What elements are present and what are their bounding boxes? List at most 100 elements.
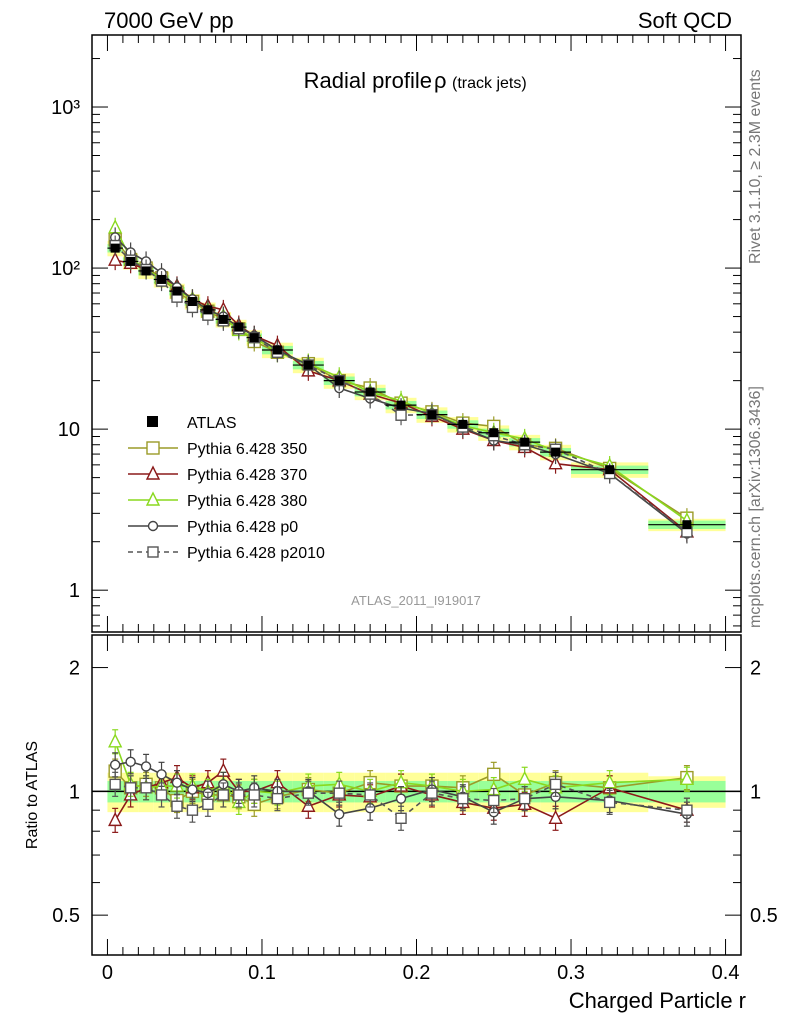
atlas-data-layer	[107, 243, 726, 530]
y-tick-label-ratio: 0.5	[52, 905, 80, 927]
x-tick-label: 0	[102, 962, 113, 984]
x-tick-label: 0.1	[248, 962, 276, 984]
legend-label: Pythia 6.428 p0	[187, 519, 298, 536]
series-point-ratio	[549, 778, 562, 791]
series-point-ratio	[364, 789, 376, 801]
atlas-point	[520, 437, 530, 447]
legend-marker	[147, 546, 159, 558]
atlas-point	[365, 387, 375, 397]
legend-label: Pythia 6.428 370	[187, 467, 307, 484]
side-label-mcplots: mcplots.cern.ch [arXiv:1306.3436]	[747, 386, 764, 628]
chart-title-symbol: ρ	[434, 68, 447, 93]
series-point-main	[108, 251, 123, 266]
atlas-point	[396, 400, 406, 410]
legend: ATLAS Pythia 6.428 350 Pythia 6.428 370 Pyt…	[128, 415, 325, 562]
main-panel-frame	[91, 34, 742, 633]
series-point-ratio	[109, 759, 121, 771]
atlas-point	[458, 419, 468, 429]
series-point-ratio	[333, 787, 345, 799]
series-line-main	[114, 244, 688, 533]
series-point-ratio	[171, 777, 183, 788]
series-point-ratio	[426, 787, 438, 799]
legend-marker-atlas	[147, 416, 158, 427]
header-right-label: Soft QCD	[637, 8, 732, 33]
atlas-point	[203, 305, 213, 315]
series-point-ratio	[187, 784, 198, 795]
atlas-point	[218, 314, 228, 324]
series-point-ratio	[395, 812, 407, 824]
legend-label: Pythia 6.428 p2010	[187, 545, 325, 562]
series-point-ratio	[217, 789, 230, 801]
side-label-rivet: Rivet 3.1.10, ≥ 2.3M events	[747, 69, 764, 264]
atlas-point	[110, 243, 120, 253]
y-tick-label-main: 10²	[51, 258, 80, 280]
axis-ticks	[91, 35, 742, 956]
atlas-point	[141, 266, 151, 276]
series-point-ratio	[156, 769, 167, 780]
chart-title-main: Radial profile	[304, 68, 432, 93]
series-line-ratio	[115, 783, 687, 820]
series-point-ratio	[140, 782, 152, 794]
x-tick-label: 0.3	[557, 962, 585, 984]
y-tick-label-main: 1	[69, 580, 80, 602]
series-point-ratio	[457, 792, 469, 805]
legend-marker	[147, 520, 159, 532]
x-tick-label: 0.2	[403, 962, 431, 984]
legend-marker	[145, 465, 161, 480]
series-line-ratio	[115, 760, 688, 816]
atlas-point	[605, 465, 615, 475]
y-tick-label-ratio-right: 0.5	[750, 905, 778, 927]
atlas-point	[551, 447, 561, 457]
series-point-ratio	[518, 792, 531, 805]
chart-title-suffix: (track jets)	[452, 75, 527, 92]
x-tick-label: 0.4	[712, 962, 740, 984]
series-point-ratio	[681, 804, 693, 816]
atlas-point	[187, 297, 197, 307]
series-point-ratio	[602, 774, 617, 789]
series-point-ratio	[125, 756, 136, 767]
y-tick-label-ratio: 2	[69, 658, 80, 680]
atlas-point	[249, 333, 259, 343]
y-tick-label-ratio-right: 2	[750, 658, 761, 680]
series-point-main	[395, 409, 407, 421]
y-tick-label-main: 10³	[51, 97, 80, 119]
atlas-point	[126, 256, 136, 266]
legend-marker	[146, 441, 160, 455]
atlas-point	[272, 345, 282, 355]
x-axis-label: Charged Particle r	[569, 988, 746, 1013]
series-point-ratio	[679, 770, 695, 785]
series-point-ratio	[603, 796, 616, 809]
header-left-label: 7000 GeV pp	[104, 8, 234, 33]
legend-label: Pythia 6.428 380	[187, 493, 307, 510]
series-point-ratio	[155, 789, 168, 801]
series-point-ratio	[108, 811, 123, 827]
series-point-ratio	[302, 787, 315, 799]
analysis-label: ATLAS_2011_I919017	[351, 593, 481, 608]
series-point-ratio	[488, 794, 500, 807]
series-point-ratio	[202, 798, 214, 811]
ratio-y-axis-label: Ratio to ATLAS	[24, 741, 41, 849]
atlas-point	[157, 274, 167, 284]
atlas-point	[427, 410, 437, 420]
series-line-ratio	[114, 741, 687, 804]
series-ratio-4	[109, 771, 693, 831]
atlas-point	[172, 286, 182, 296]
legend-label: Pythia 6.428 350	[187, 441, 307, 458]
atlas-point	[334, 376, 344, 386]
series-point-ratio	[517, 770, 532, 785]
series-point-ratio	[186, 804, 199, 816]
series-point-ratio	[108, 733, 123, 748]
series-point-ratio	[233, 789, 245, 801]
series-point-ratio	[171, 800, 183, 812]
series-point-ratio	[140, 761, 152, 772]
series-line-main	[114, 236, 688, 535]
atlas-point	[234, 322, 244, 332]
legend-label-atlas: ATLAS	[187, 415, 237, 432]
y-tick-label-ratio: 1	[69, 781, 80, 803]
series-point-ratio	[395, 793, 407, 804]
series-point-ratio	[271, 792, 284, 805]
legend-marker	[145, 491, 161, 506]
y-tick-label-main: 10	[58, 419, 80, 441]
